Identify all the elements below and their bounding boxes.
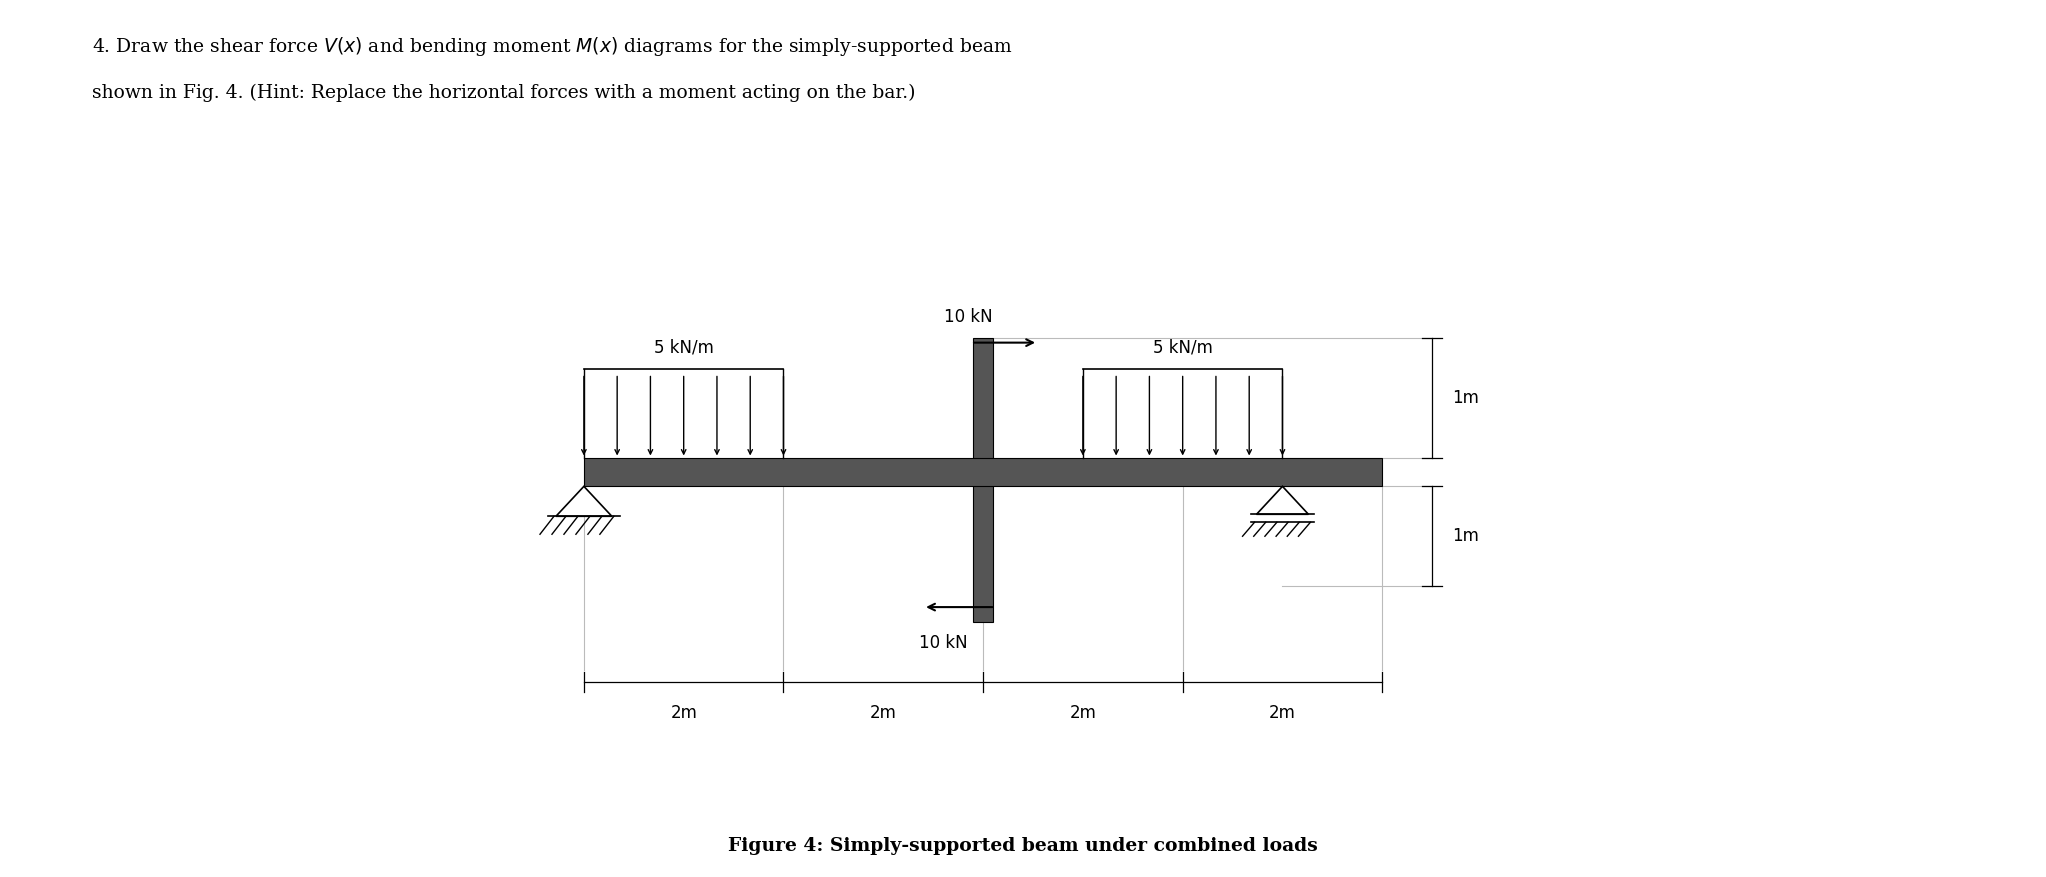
Text: Figure 4: Simply-supported beam under combined loads: Figure 4: Simply-supported beam under co… <box>728 837 1318 855</box>
Text: 1m: 1m <box>1453 527 1479 545</box>
Text: 4. Draw the shear force $V(x)$ and bending moment $M(x)$ diagrams for the simply: 4. Draw the shear force $V(x)$ and bendi… <box>92 35 1013 58</box>
Bar <box>583 459 1383 487</box>
Text: 2m: 2m <box>870 704 896 722</box>
Text: 2m: 2m <box>1070 704 1097 722</box>
Text: 5 kN/m: 5 kN/m <box>655 339 714 357</box>
Text: 10 kN: 10 kN <box>919 634 968 652</box>
Text: 10 kN: 10 kN <box>943 308 992 325</box>
Text: 5 kN/m: 5 kN/m <box>1152 339 1213 357</box>
Text: 1m: 1m <box>1453 389 1479 407</box>
Text: 2m: 2m <box>1269 704 1295 722</box>
Polygon shape <box>1256 487 1309 514</box>
Polygon shape <box>557 487 612 517</box>
Bar <box>974 338 992 622</box>
Text: shown in Fig. 4. (Hint: Replace the horizontal forces with a moment acting on th: shown in Fig. 4. (Hint: Replace the hori… <box>92 83 915 102</box>
Text: 2m: 2m <box>671 704 698 722</box>
